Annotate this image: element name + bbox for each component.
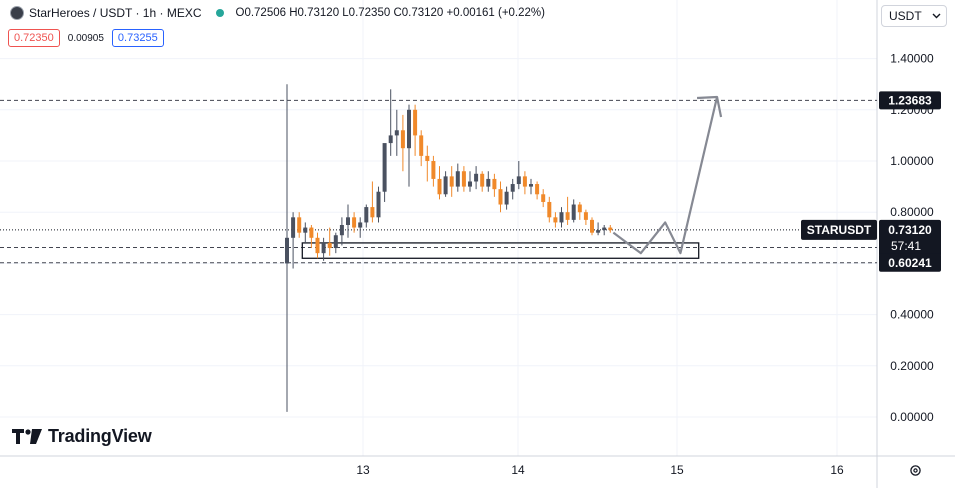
- candle-body: [596, 230, 601, 233]
- candle-body: [474, 173, 479, 182]
- candle-body: [468, 181, 472, 187]
- candle-body: [480, 173, 485, 187]
- candle-body: [291, 217, 296, 238]
- candle-body: [407, 109, 411, 149]
- level-price-label: 0.60241: [888, 256, 932, 270]
- bar-countdown-label: 57:41: [891, 239, 921, 253]
- candle-body: [504, 191, 509, 205]
- candle-body: [315, 237, 320, 254]
- spread-value: 0.00905: [67, 32, 104, 44]
- candle-body: [376, 191, 381, 218]
- candle-body: [364, 207, 369, 223]
- candle-body: [358, 222, 363, 228]
- candle-body: [346, 217, 350, 225]
- candle-body: [382, 143, 387, 192]
- gear-icon[interactable]: [909, 464, 922, 480]
- time-tick-label: 15: [670, 463, 684, 477]
- price-tick-label: 0.20000: [890, 359, 934, 373]
- logo-wordmark: TradingView: [48, 426, 152, 446]
- projection-arrowhead: [696, 95, 723, 118]
- candle-body: [553, 217, 558, 223]
- candle-body: [400, 130, 405, 149]
- price-tick-label: 1.00000: [890, 154, 934, 168]
- candle-body: [443, 176, 448, 195]
- symbol-tag-bg: [801, 219, 877, 240]
- candle-body: [370, 207, 375, 218]
- price-tick-label: 0.40000: [890, 308, 934, 322]
- candle-body: [522, 176, 527, 187]
- candle-body: [303, 227, 308, 233]
- candle-body: [547, 201, 552, 218]
- candle-body: [461, 171, 466, 187]
- candle-body: [425, 155, 430, 161]
- candle-body: [602, 227, 607, 231]
- current-price-label-bg: [879, 219, 941, 254]
- candle-body: [583, 212, 588, 220]
- candle-body: [565, 212, 570, 220]
- current-price-label: 0.73120: [888, 223, 932, 237]
- candle-body: [516, 176, 521, 185]
- candle-body: [321, 242, 326, 254]
- time-tick-label: 13: [356, 463, 370, 477]
- demand-zone-box: [301, 242, 700, 259]
- candle-body: [571, 204, 576, 220]
- price-tick-label: 0.80000: [890, 205, 934, 219]
- candle-body: [285, 237, 289, 264]
- price-tick-label: 1.40000: [890, 52, 934, 66]
- candle-body: [535, 184, 540, 195]
- symbol-tag-label: STARUSDT: [807, 223, 872, 237]
- candle-body: [297, 217, 302, 233]
- candle-body: [437, 178, 442, 195]
- chart-legend-header: StarHeroes / USDT · 1h · MEXC O0.72506 H…: [10, 4, 545, 22]
- candle-body: [352, 217, 357, 228]
- candle-body: [455, 171, 460, 187]
- candle-body: [590, 219, 594, 233]
- currency-value: USDT: [889, 9, 922, 23]
- tradingview-logo-icon: [12, 429, 42, 444]
- chevron-down-icon: [932, 13, 941, 19]
- candle-body: [608, 227, 613, 231]
- sell-price-button[interactable]: 0.72350: [8, 29, 60, 47]
- candle-body: [449, 176, 454, 187]
- buy-price-button[interactable]: 0.73255: [111, 29, 164, 47]
- market-status-icon: [215, 9, 224, 17]
- candle-body: [529, 184, 533, 187]
- level-price-label: 1.23683: [888, 93, 932, 107]
- time-tick-label: 14: [511, 463, 525, 477]
- candle-body: [577, 204, 582, 213]
- candle-body: [339, 225, 344, 236]
- symbol-title[interactable]: StarHeroes / USDT · 1h · MEXC: [29, 6, 202, 20]
- candle-body: [419, 135, 424, 156]
- candle-body: [492, 178, 497, 190]
- candle-body: [510, 184, 515, 192]
- price-tick-label: 0.00000: [890, 410, 934, 424]
- level-price-label-bg: [879, 253, 941, 272]
- candle-body: [394, 130, 399, 136]
- time-tick-label: 16: [830, 463, 844, 477]
- symbol-logo-icon: [10, 6, 24, 20]
- candle-body: [333, 235, 338, 249]
- candle-body: [486, 178, 491, 187]
- candle-body: [541, 194, 546, 202]
- ohlc-values: O0.72506 H0.73120 L0.72350 C0.73120 +0.0…: [235, 7, 545, 19]
- candle-body: [431, 161, 436, 179]
- candle-body: [498, 189, 503, 205]
- candle-body: [559, 212, 564, 223]
- bid-ask-row: 0.72350 0.00905 0.73255: [8, 29, 164, 47]
- tradingview-logo[interactable]: TradingView: [12, 426, 152, 447]
- grid-lines: [0, 0, 877, 456]
- level-price-label-bg: [879, 91, 941, 110]
- candle-body: [327, 242, 332, 249]
- candle-body: [388, 135, 393, 144]
- candle-body: [309, 227, 314, 238]
- candle-body: [413, 109, 418, 136]
- currency-select[interactable]: USDT: [881, 5, 947, 27]
- projection-path: [612, 96, 719, 255]
- candles: [285, 84, 613, 412]
